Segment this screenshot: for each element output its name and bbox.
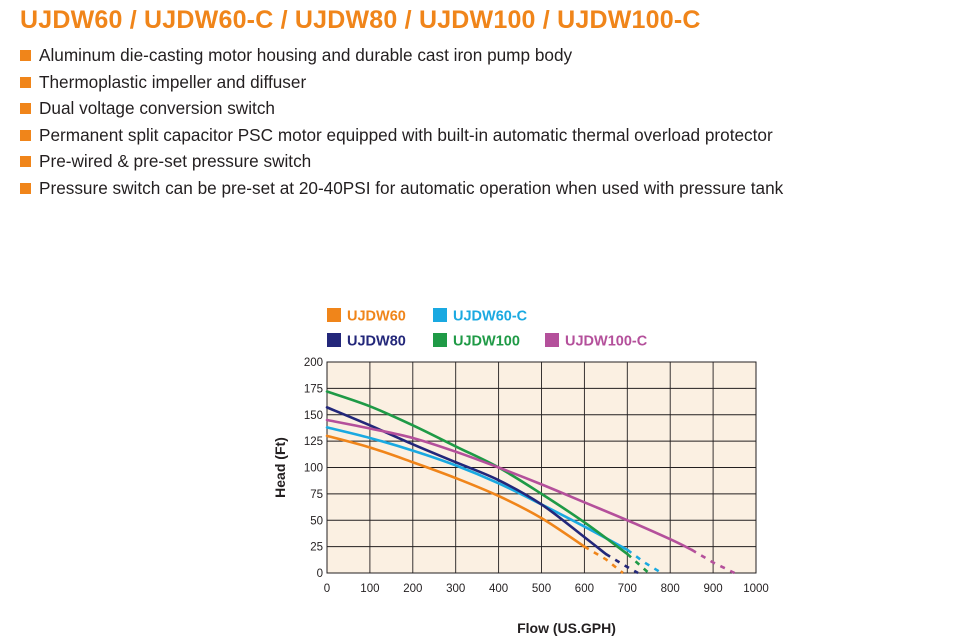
x-tick-label: 300 (446, 583, 465, 595)
y-tick-label: 200 (304, 357, 323, 369)
legend-swatch (433, 333, 447, 347)
x-tick-label: 1000 (743, 583, 769, 595)
chart-legend: UJDW60 UJDW60-C UJDW80 UJDW100 UJDW100-C (327, 308, 648, 350)
legend-label: UJDW100-C (565, 334, 648, 350)
feature-item: Pressure switch can be pre-set at 20-40P… (20, 175, 783, 202)
feature-text: Pressure switch can be pre-set at 20-40P… (39, 177, 784, 198)
legend-swatch (327, 333, 341, 347)
feature-text: Thermoplastic impeller and diffuser (39, 71, 307, 92)
y-tick-label: 175 (304, 383, 323, 395)
legend-label: UJDW100 (453, 334, 520, 350)
feature-text: Aluminum die-casting motor housing and d… (39, 45, 573, 65)
square-bullet-icon (20, 182, 31, 194)
legend-swatch (545, 333, 559, 347)
x-axis-label: Flow (US.GPH) (517, 620, 616, 636)
feature-item: Thermoplastic impeller and diffuser (20, 69, 783, 96)
series-extension-ujdw100-c (690, 548, 736, 575)
y-tick-label: 100 (304, 463, 323, 475)
y-tick-label: 125 (304, 436, 323, 448)
feature-item: Permanent split capacitor PSC motor equi… (20, 122, 783, 149)
legend-swatch (433, 308, 447, 322)
feature-item: Dual voltage conversion switch (20, 95, 783, 122)
x-tick-label: 600 (575, 583, 594, 595)
x-tick-label: 400 (489, 583, 508, 595)
y-tick-label: 0 (317, 568, 323, 580)
series-line-ujdw100 (325, 390, 629, 556)
feature-list: Aluminum die-casting motor housing and d… (20, 42, 783, 202)
plot-frame (326, 361, 757, 574)
x-tick-label: 900 (704, 583, 723, 595)
x-tick-label: 100 (360, 583, 379, 595)
y-tick-label: 75 (310, 489, 323, 501)
feature-text: Dual voltage conversion switch (39, 98, 275, 119)
x-tick-label: 500 (532, 583, 551, 595)
legend-label: UJDW60-C (453, 309, 528, 325)
feature-item: Aluminum die-casting motor housing and d… (20, 42, 783, 69)
series-line-ujdw60-c (325, 426, 629, 552)
square-bullet-icon (20, 103, 31, 115)
x-tick-label: 0 (324, 583, 330, 595)
series-extension-ujdw100 (626, 553, 650, 574)
feature-item: Pre-wired & pre-set pressure switch (20, 148, 783, 175)
series-line-ujdw80 (325, 406, 608, 556)
series-extension-ujdw60 (583, 545, 624, 575)
square-bullet-icon (20, 76, 31, 88)
legend-label: UJDW60 (347, 309, 406, 325)
feature-text: Permanent split capacitor PSC motor equi… (39, 124, 773, 145)
legend-swatch (327, 308, 341, 322)
y-tick-label: 25 (310, 542, 323, 554)
legend-label: UJDW80 (347, 334, 406, 350)
square-bullet-icon (20, 129, 31, 141)
x-tick-label: 200 (403, 583, 422, 595)
square-bullet-icon (20, 50, 31, 61)
series-extension-ujdw60-c (626, 548, 663, 575)
series-line-ujdw60 (325, 434, 586, 548)
series-line-ujdw100-c (325, 418, 693, 552)
feature-text: Pre-wired & pre-set pressure switch (39, 151, 312, 172)
x-tick-label: 800 (661, 583, 680, 595)
y-tick-label: 150 (304, 410, 323, 422)
x-tick-label: 700 (618, 583, 637, 595)
y-tick-label: 50 (310, 515, 323, 527)
page-title: UJDW60 / UJDW60-C / UJDW80 / UJDW100 / U… (20, 6, 701, 34)
y-axis-label: Head (Ft) (272, 437, 288, 498)
square-bullet-icon (20, 156, 31, 168)
